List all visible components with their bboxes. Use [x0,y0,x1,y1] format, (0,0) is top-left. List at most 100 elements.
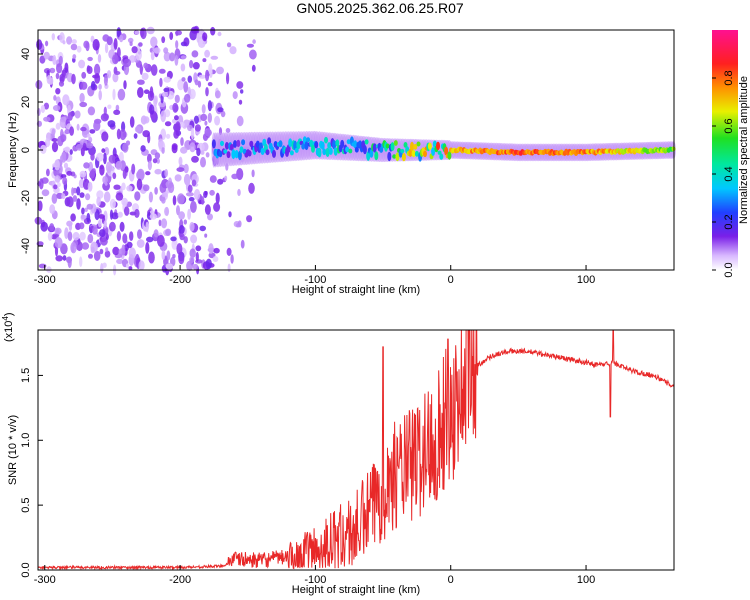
spectrogram-noise-cell [88,253,93,259]
snr-y-tick-label: 0.5 [20,497,32,512]
spectrogram-noise-cell [161,92,169,97]
snr-y-ticks: 0.0 0.5 1.0 1.5 [20,368,43,578]
spectrogram-signal-cell [236,139,241,147]
spectrogram-noise-cell [246,215,253,223]
spectrogram-noise-cell [183,219,187,225]
spectrogram-noise-cell [205,152,210,158]
spectrogram-noise-cell [52,105,61,111]
spectrogram-noise-cell [169,52,176,62]
spectrogram-noise-cell [71,187,75,196]
snr-x-tick-label: -100 [304,574,326,586]
spectrogram-noise-cell [178,225,185,234]
spectrogram-noise-cell [121,182,126,191]
spectrogram-signal-cell [416,141,421,147]
spectrogram-noise-cell [192,263,199,270]
snr-frame [37,329,675,571]
spectrogram-signal-cell [260,147,265,155]
spectrogram-noise-cell [194,124,201,132]
spectrogram-signal-cell [247,150,252,157]
spectrogram-noise-cell [187,184,193,193]
spectrogram-noise-cell [115,192,124,201]
spectrogram-signal-cell [278,140,283,148]
spectrogram-noise-cell [76,45,82,53]
spectrogram-noise-cell [150,51,155,61]
colorbar: 0.0 0.2 0.4 0.6 0.8 Normalized spectral ampl… [712,30,750,278]
spectrogram-noise-cell [54,237,63,249]
spectrogram-noise-cell [69,149,73,155]
spectrogram-noise-cell [150,64,158,76]
spectrogram-noise-cell [226,72,230,85]
spectrogram-signal-cell [324,136,328,144]
spectrogram-noise-cell [171,239,178,250]
spectrogram-noise-cell [227,263,231,273]
spectrogram-noise-cell [152,158,158,164]
spectrogram-noise-cell [178,254,185,265]
spectrogram-noise-cell [163,51,171,62]
spectrogram-noise-cell [128,247,136,259]
spectrogram-signal-cell [436,141,440,151]
spectrogram-signal-cell [249,140,254,148]
spectrogram-noise-cell [112,246,120,256]
spectrogram-noise-cell [81,207,85,215]
spectrogram-noise-cell [203,190,208,199]
spectrogram-noise-cell [157,234,165,247]
spectrogram-signal-cell [431,147,436,156]
spectrogram-noise-cell [56,182,61,188]
spectrogram-noise-cell [174,115,179,121]
spectrogram-noise-cell [89,129,96,134]
spectrogram-noise-cell [98,90,102,101]
spectrogram-noise-cell [145,221,149,233]
spectrogram-noise-cell [100,113,109,122]
spectrogram-noise-cell [229,46,237,55]
spectrogram-noise-cell [80,126,87,132]
spectrogram-noise-cell [121,197,128,206]
spectrogram-signal-cell [400,148,405,154]
spectrogram-noise-cell [189,221,195,232]
spectrogram-noise-cell [125,263,130,269]
spectrogram-noise-cell [140,145,146,152]
spectrogram-noise-cell [45,40,49,47]
spectrogram-noise-cell [86,212,91,223]
spectrogram-x-tick-label: -300 [34,274,56,286]
spectrogram-signal-cell [332,140,337,150]
spectrogram-noise-cell [164,169,169,178]
spectrogram-noise-cell [53,184,58,190]
spectrogram-noise-cell [87,56,93,62]
spectrogram-signal-cell [325,147,330,157]
spectrogram-noise-cell [54,175,61,183]
spectrogram-noise-cell [146,236,154,243]
spectrogram-noise-cell [172,195,177,206]
spectrogram-noise-cell [154,168,162,175]
spectrogram-signal-cell [272,149,276,158]
spectrogram-noise-cell [201,196,205,205]
spectrogram-noise-cell [128,266,133,271]
spectrogram-noise-cell [148,251,155,264]
spectrogram-noise-cell [46,168,50,177]
spectrogram-noise-cell [118,248,126,256]
spectrogram-noise-cell [187,208,192,220]
colorbar-ticks: 0.0 0.2 0.4 0.6 0.8 [712,70,735,278]
spectrogram-noise-cell [123,80,127,90]
colorbar-tick-label: 0.4 [723,166,735,181]
spectrogram-noise-cell [78,59,86,69]
spectrogram-noise-cell [87,106,96,116]
spectrogram-noise-cell [49,204,56,215]
spectrogram-noise-cell [67,112,73,121]
spectrogram-noise-cell [160,110,166,123]
spectrogram-signal-cell [369,149,374,158]
spectrogram-noise-cell [112,88,116,101]
spectrogram-signal-cell [439,153,444,160]
spectrogram-noise-cell [214,115,221,126]
spectrogram-noise-cell [64,227,69,240]
spectrogram-noise-cell [153,229,159,238]
spectrogram-x-tick-label: -100 [304,274,326,286]
spectrogram-noise-cell [49,223,55,232]
spectrogram-noise-cell [102,181,110,191]
spectrogram-noise-cell [124,206,130,216]
snr-y-label: SNR (10 * v/v) [7,415,19,485]
spectrogram-noise-cell [122,233,128,244]
spectrogram-noise-cell [129,231,134,242]
spectrogram-noise-cell [174,94,180,104]
spectrogram-noise-cell [113,184,121,190]
